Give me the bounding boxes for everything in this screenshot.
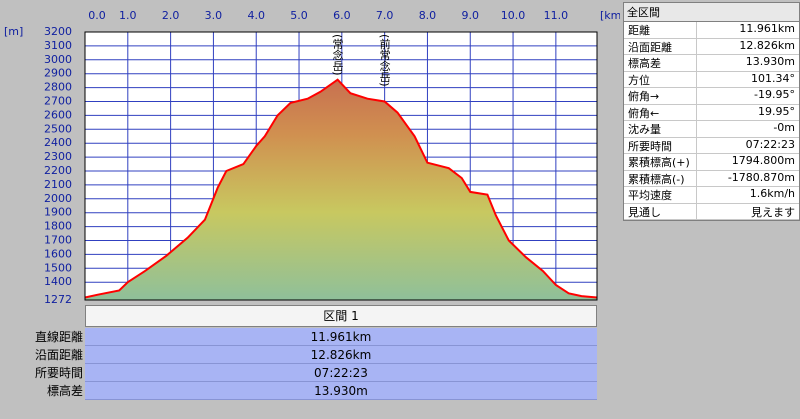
stats-key: 平均速度: [624, 187, 697, 203]
stats-value: 見えます: [751, 205, 795, 219]
y-tick-label: 2200: [44, 164, 72, 177]
section-key: 沿面距離: [34, 348, 83, 362]
stats-row: 沈み量 -0m: [624, 121, 799, 138]
stats-value: 19.95°: [758, 104, 795, 118]
section-value: 07:22:23: [85, 364, 597, 382]
stats-value: 1794.800m: [731, 154, 795, 167]
stats-value: 11.961km: [739, 22, 795, 35]
x-tick-label: 4.0: [247, 9, 265, 22]
section-key: 標高差: [46, 384, 83, 398]
section-value: 11.961km: [85, 328, 597, 346]
section-row: 沿面距離 12.826km: [0, 346, 597, 364]
y-tick-label: 2000: [44, 192, 72, 205]
stats-panel: 全区間 距離 11.961km 沿面距離 12.826km 標高差 13.930m 方位 10…: [623, 2, 800, 221]
profile-area: [85, 79, 597, 300]
stats-row: 俯角← 19.95°: [624, 104, 799, 121]
section-table: 直線距離 11.961km 沿面距離 12.826km 所要時間 07:22:23 標高差 1…: [0, 328, 597, 400]
plot-border: [84, 31, 598, 301]
y-tick-label: 1272: [44, 293, 72, 305]
profile-line: [84, 78, 598, 299]
y-tick-label: 3100: [44, 39, 72, 52]
stats-key: 俯角←: [624, 104, 697, 120]
x-tick-label: 8.0: [419, 9, 437, 22]
x-tick-label: 7.0: [376, 9, 394, 22]
section-row: 所要時間 07:22:23: [0, 364, 597, 382]
stats-row: 見通し 見えます: [624, 203, 799, 220]
y-tick-label: 3200: [44, 25, 72, 38]
annotation: (常念岳): [331, 34, 344, 76]
stats-title: 全区間: [624, 3, 799, 22]
stats-row: 沿面距離 12.826km: [624, 38, 799, 55]
stats-key: 所要時間: [624, 137, 697, 153]
stats-value: -0m: [773, 121, 795, 134]
y-tick-label: 2300: [44, 150, 72, 163]
stats-row: 俯角→ -19.95°: [624, 88, 799, 105]
y-tick-label: 1600: [44, 247, 72, 260]
section-row: 直線距離 11.961km: [0, 328, 597, 346]
x-tick-label: 10.0: [501, 9, 526, 22]
stats-row: 所要時間 07:22:23: [624, 137, 799, 154]
stats-row: 平均速度 1.6km/h: [624, 187, 799, 204]
x-tick-label: 5.0: [290, 9, 308, 22]
stats-key: 方位: [624, 71, 697, 87]
y-tick-label: 2800: [44, 81, 72, 94]
stats-value: 13.930m: [745, 55, 795, 68]
x-tick-label: 9.0: [462, 9, 480, 22]
y-tick-label: 2700: [44, 95, 72, 108]
stats-row: 累積標高(-) -1780.870m: [624, 170, 799, 187]
y-tick-label: 1800: [44, 220, 72, 233]
x-tick-label: 3.0: [205, 9, 223, 22]
stats-value: 101.34°: [751, 71, 795, 85]
section-key: 所要時間: [34, 366, 83, 380]
y-tick-label: 2400: [44, 136, 72, 149]
profile-chart: [km] [m] 1272 140015001600170018001900200…: [4, 9, 620, 305]
stats-row: 距離 11.961km: [624, 22, 799, 39]
x-tick-label: 11.0: [544, 9, 569, 22]
stats-key: 見通し: [624, 203, 697, 219]
y-tick-label: 2500: [44, 122, 72, 135]
stats-key: 沿面距離: [624, 38, 697, 54]
stats-row: 方位 101.34°: [624, 71, 799, 88]
stats-row: 累積標高(+) 1794.800m: [624, 154, 799, 171]
stats-key: 標高差: [624, 55, 697, 71]
x-tick-label: 1.0: [119, 9, 137, 22]
y-tick-label: 1900: [44, 206, 72, 219]
x-tick-label: 2.0: [162, 9, 180, 22]
y-tick-label: 2900: [44, 67, 72, 80]
section-header[interactable]: 区間 1: [85, 305, 597, 327]
annotation: (前常念岳): [378, 34, 391, 87]
section-value: 12.826km: [85, 346, 597, 364]
stats-value: 07:22:23: [745, 137, 795, 151]
y-tick-label: 1700: [44, 234, 72, 247]
stats-key: 累積標高(-): [624, 170, 697, 186]
x-tick-label: 0.0: [88, 9, 106, 22]
stats-value: 1.6km/h: [749, 187, 795, 200]
section-row: 標高差 13.930m: [0, 382, 597, 400]
stats-row: 標高差 13.930m: [624, 55, 799, 72]
stats-value: 12.826km: [739, 38, 795, 52]
x-unit: [km]: [600, 9, 620, 22]
y-unit: [m]: [4, 25, 23, 38]
x-tick-label: 6.0: [333, 9, 351, 22]
stats-value: -19.95°: [754, 88, 795, 101]
stats-key: 累積標高(+): [624, 154, 697, 170]
section-value: 13.930m: [85, 382, 597, 400]
y-tick-label: 1500: [44, 261, 72, 274]
y-tick-label: 2600: [44, 108, 72, 121]
stats-key: 俯角→: [624, 88, 697, 104]
section-key: 直線距離: [34, 330, 83, 344]
stats-key: 沈み量: [624, 121, 697, 137]
stats-key: 距離: [624, 22, 697, 38]
y-tick-label: 1400: [44, 275, 72, 288]
y-tick-label: 2100: [44, 178, 72, 191]
stats-value: -1780.870m: [727, 170, 795, 184]
y-tick-label: 3000: [44, 53, 72, 66]
